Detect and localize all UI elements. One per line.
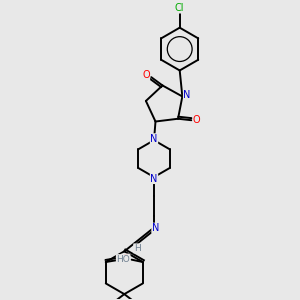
Text: N: N <box>150 173 158 184</box>
Text: N: N <box>150 134 158 144</box>
Text: O: O <box>142 70 150 80</box>
Text: Cl: Cl <box>175 3 184 13</box>
Text: O: O <box>193 115 201 125</box>
Text: N: N <box>183 90 191 100</box>
Text: H: H <box>134 244 140 253</box>
Text: O: O <box>122 254 129 264</box>
Text: HO: HO <box>116 255 130 264</box>
Text: N: N <box>152 223 159 233</box>
